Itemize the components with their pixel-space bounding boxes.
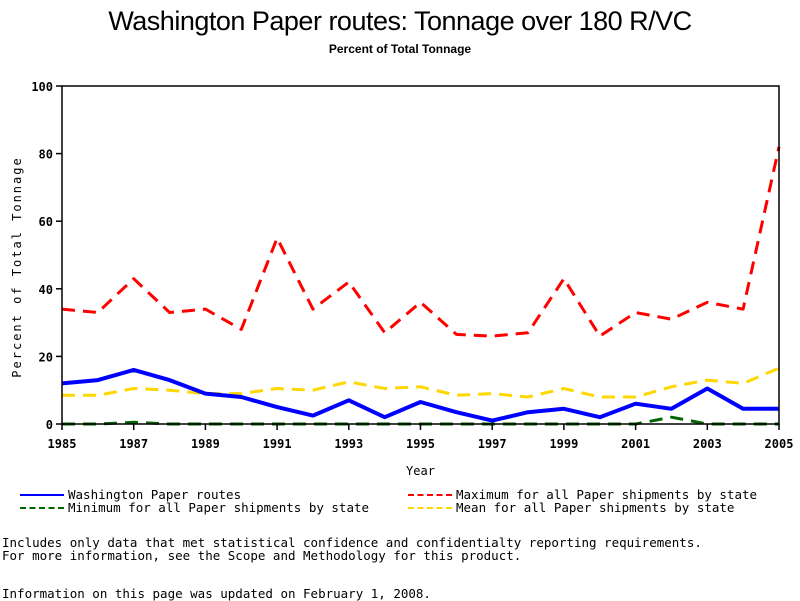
x-tick-label: 1995 [406,437,435,451]
axes [61,85,780,425]
legend-swatch [408,493,452,496]
x-tick-label: 2003 [693,437,722,451]
series-line-3 [62,366,780,399]
x-tick-label: 1987 [119,437,148,451]
note-updated: Information on this page was updated on … [2,586,431,601]
plot-frame [61,85,780,425]
legend-swatch [20,493,64,496]
legend-label: Washington Paper routes [68,487,242,502]
legend-label: Mean for all Paper shipments by state [456,500,735,515]
x-tick-label: 1991 [263,437,292,451]
x-tick-label: 1993 [334,437,363,451]
line-chart: 1985 1987 1989 1991 1993 1995 1997 1999 2001 2003… [10,80,794,478]
legend-swatch [408,506,452,509]
legend-label: Minimum for all Paper shipments by state [68,500,370,515]
legend-label: Maximum for all Paper shipments by state [456,487,758,502]
series-line-0 [61,367,779,423]
legend-item-mean: Mean for all Paper shipments by state [408,500,734,515]
y-axis-title: Percent of Total Tonnage [10,156,24,377]
x-tick-label: 2005 [765,437,794,451]
x-tick-label: 2001 [621,437,650,451]
chart-subtitle: Percent of Total Tonnage [328,42,472,56]
note-confidence: Includes only data that met statistical … [2,535,702,550]
x-tick-label: 1999 [549,437,578,451]
y-axis-ticks: 0 20 40 60 80 100 [31,80,62,432]
legend-swatch [20,506,64,509]
y-tick-label: 60 [39,215,53,229]
x-tick-label: 1989 [191,437,220,451]
y-tick-label: 20 [39,350,53,364]
x-tick-label: 1997 [478,437,507,451]
legend-item-maximum: Maximum for all Paper shipments by state [408,487,757,502]
x-tick-label: 1985 [48,437,77,451]
y-tick-label: 40 [39,283,53,297]
legend-item-minimum: Minimum for all Paper shipments by state [20,500,369,515]
y-tick-label: 100 [31,80,53,94]
x-axis-title: Year [406,464,435,478]
note-methodology: For more information, see the Scope and … [2,548,522,563]
x-axis-ticks: 1985 1987 1989 1991 1993 1995 1997 1999 2001 2003… [48,424,794,451]
legend-item-washington: Washington Paper routes [20,487,241,502]
y-tick-label: 80 [39,148,53,162]
series-line-2 [62,415,779,426]
series-line-1 [61,146,781,338]
y-tick-label: 0 [46,418,53,432]
plot-lines [61,146,781,426]
chart-title: Washington Paper routes: Tonnage over 18… [108,6,692,36]
